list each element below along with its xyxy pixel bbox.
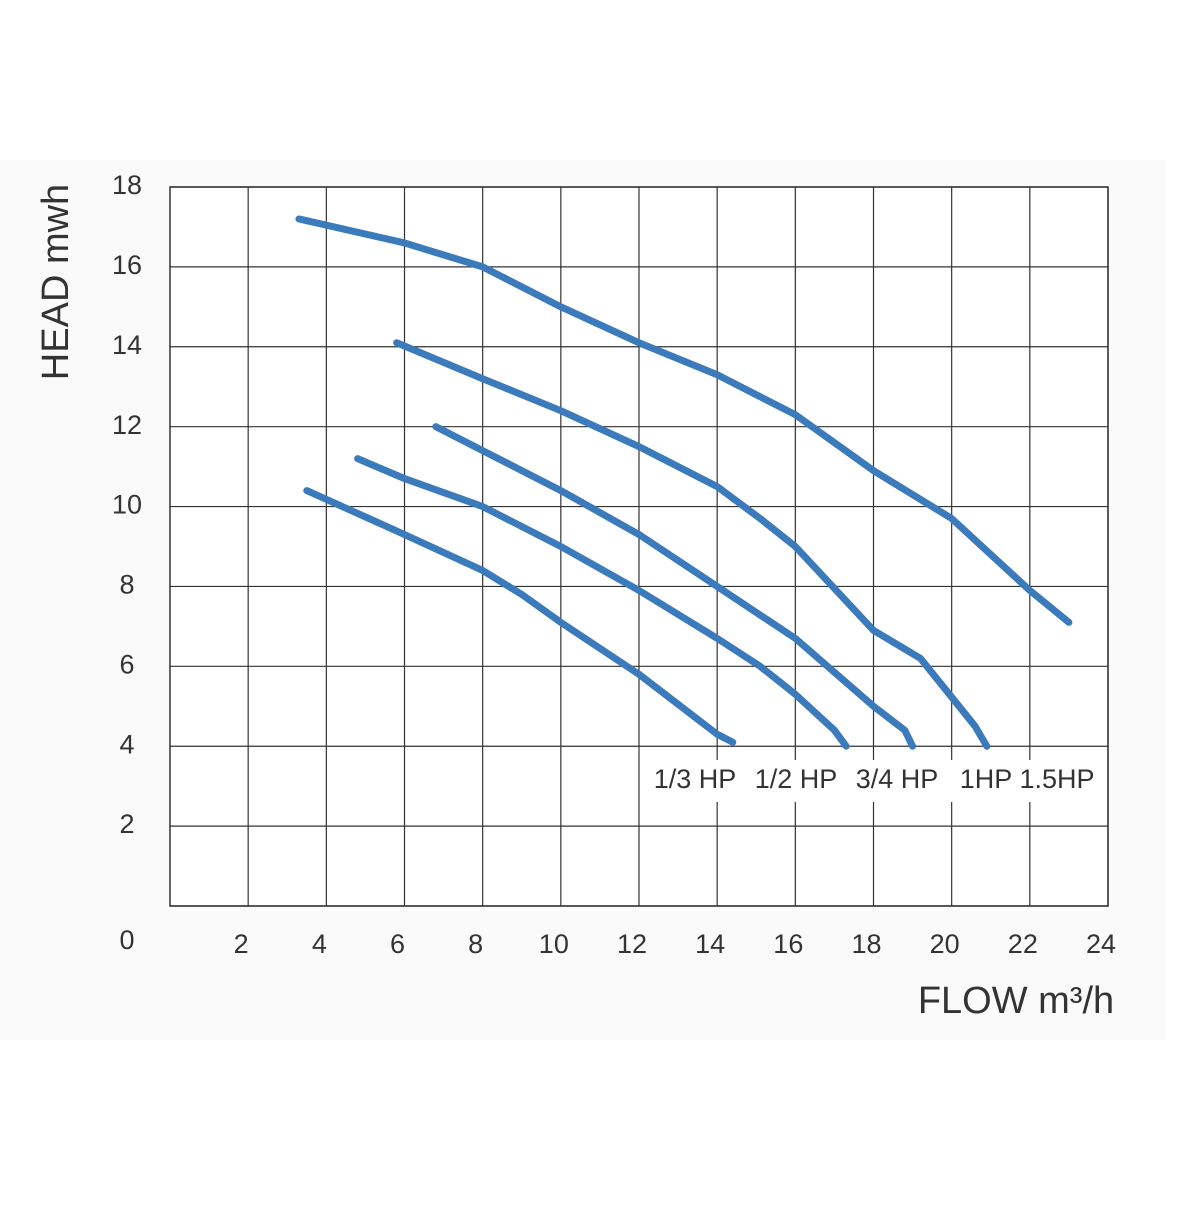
y-tick-label: 14: [112, 330, 142, 360]
x-tick-label: 14: [695, 929, 725, 959]
x-tick-label: 8: [468, 929, 483, 959]
pump-curve: [432, 423, 917, 750]
y-tick-label: 4: [119, 729, 134, 759]
legend-label: 1/2 HP: [755, 764, 838, 794]
pump-curve: [303, 487, 737, 746]
x-tick-label: 10: [539, 929, 569, 959]
legend-label: 1HP: [960, 764, 1013, 794]
label-backdrop: [645, 760, 1100, 802]
x-tick-label: 6: [390, 929, 405, 959]
y-axis-label: HEAD mwh: [35, 184, 77, 380]
x-tick-label: 20: [930, 929, 960, 959]
pump-curve: [393, 339, 991, 750]
x-tick-label: 24: [1086, 929, 1116, 959]
y-tick-label: 10: [112, 490, 142, 520]
y-tick-label: 2: [119, 809, 134, 839]
legend-label: 3/4 HP: [856, 764, 939, 794]
x-tick-label: 22: [1008, 929, 1038, 959]
x-tick-label: 4: [312, 929, 327, 959]
pump-curve: [354, 455, 850, 750]
y-tick-label: 8: [119, 570, 134, 600]
x-tick-label: 2: [234, 929, 249, 959]
y-tick-label: 0: [119, 925, 134, 955]
x-tick-label: 18: [851, 929, 881, 959]
y-tick-label: 6: [119, 649, 134, 679]
y-tick-label: 12: [112, 410, 142, 440]
legend-label: 1.5HP: [1019, 764, 1094, 794]
x-axis-label: FLOW m³/h: [918, 980, 1114, 1022]
y-tick-label: 16: [112, 250, 142, 280]
legend-label: 1/3 HP: [654, 764, 737, 794]
x-tick-label: 12: [617, 929, 647, 959]
x-tick-label: 16: [773, 929, 803, 959]
pump-curve: [295, 215, 1073, 626]
y-tick-label: 18: [112, 170, 142, 200]
